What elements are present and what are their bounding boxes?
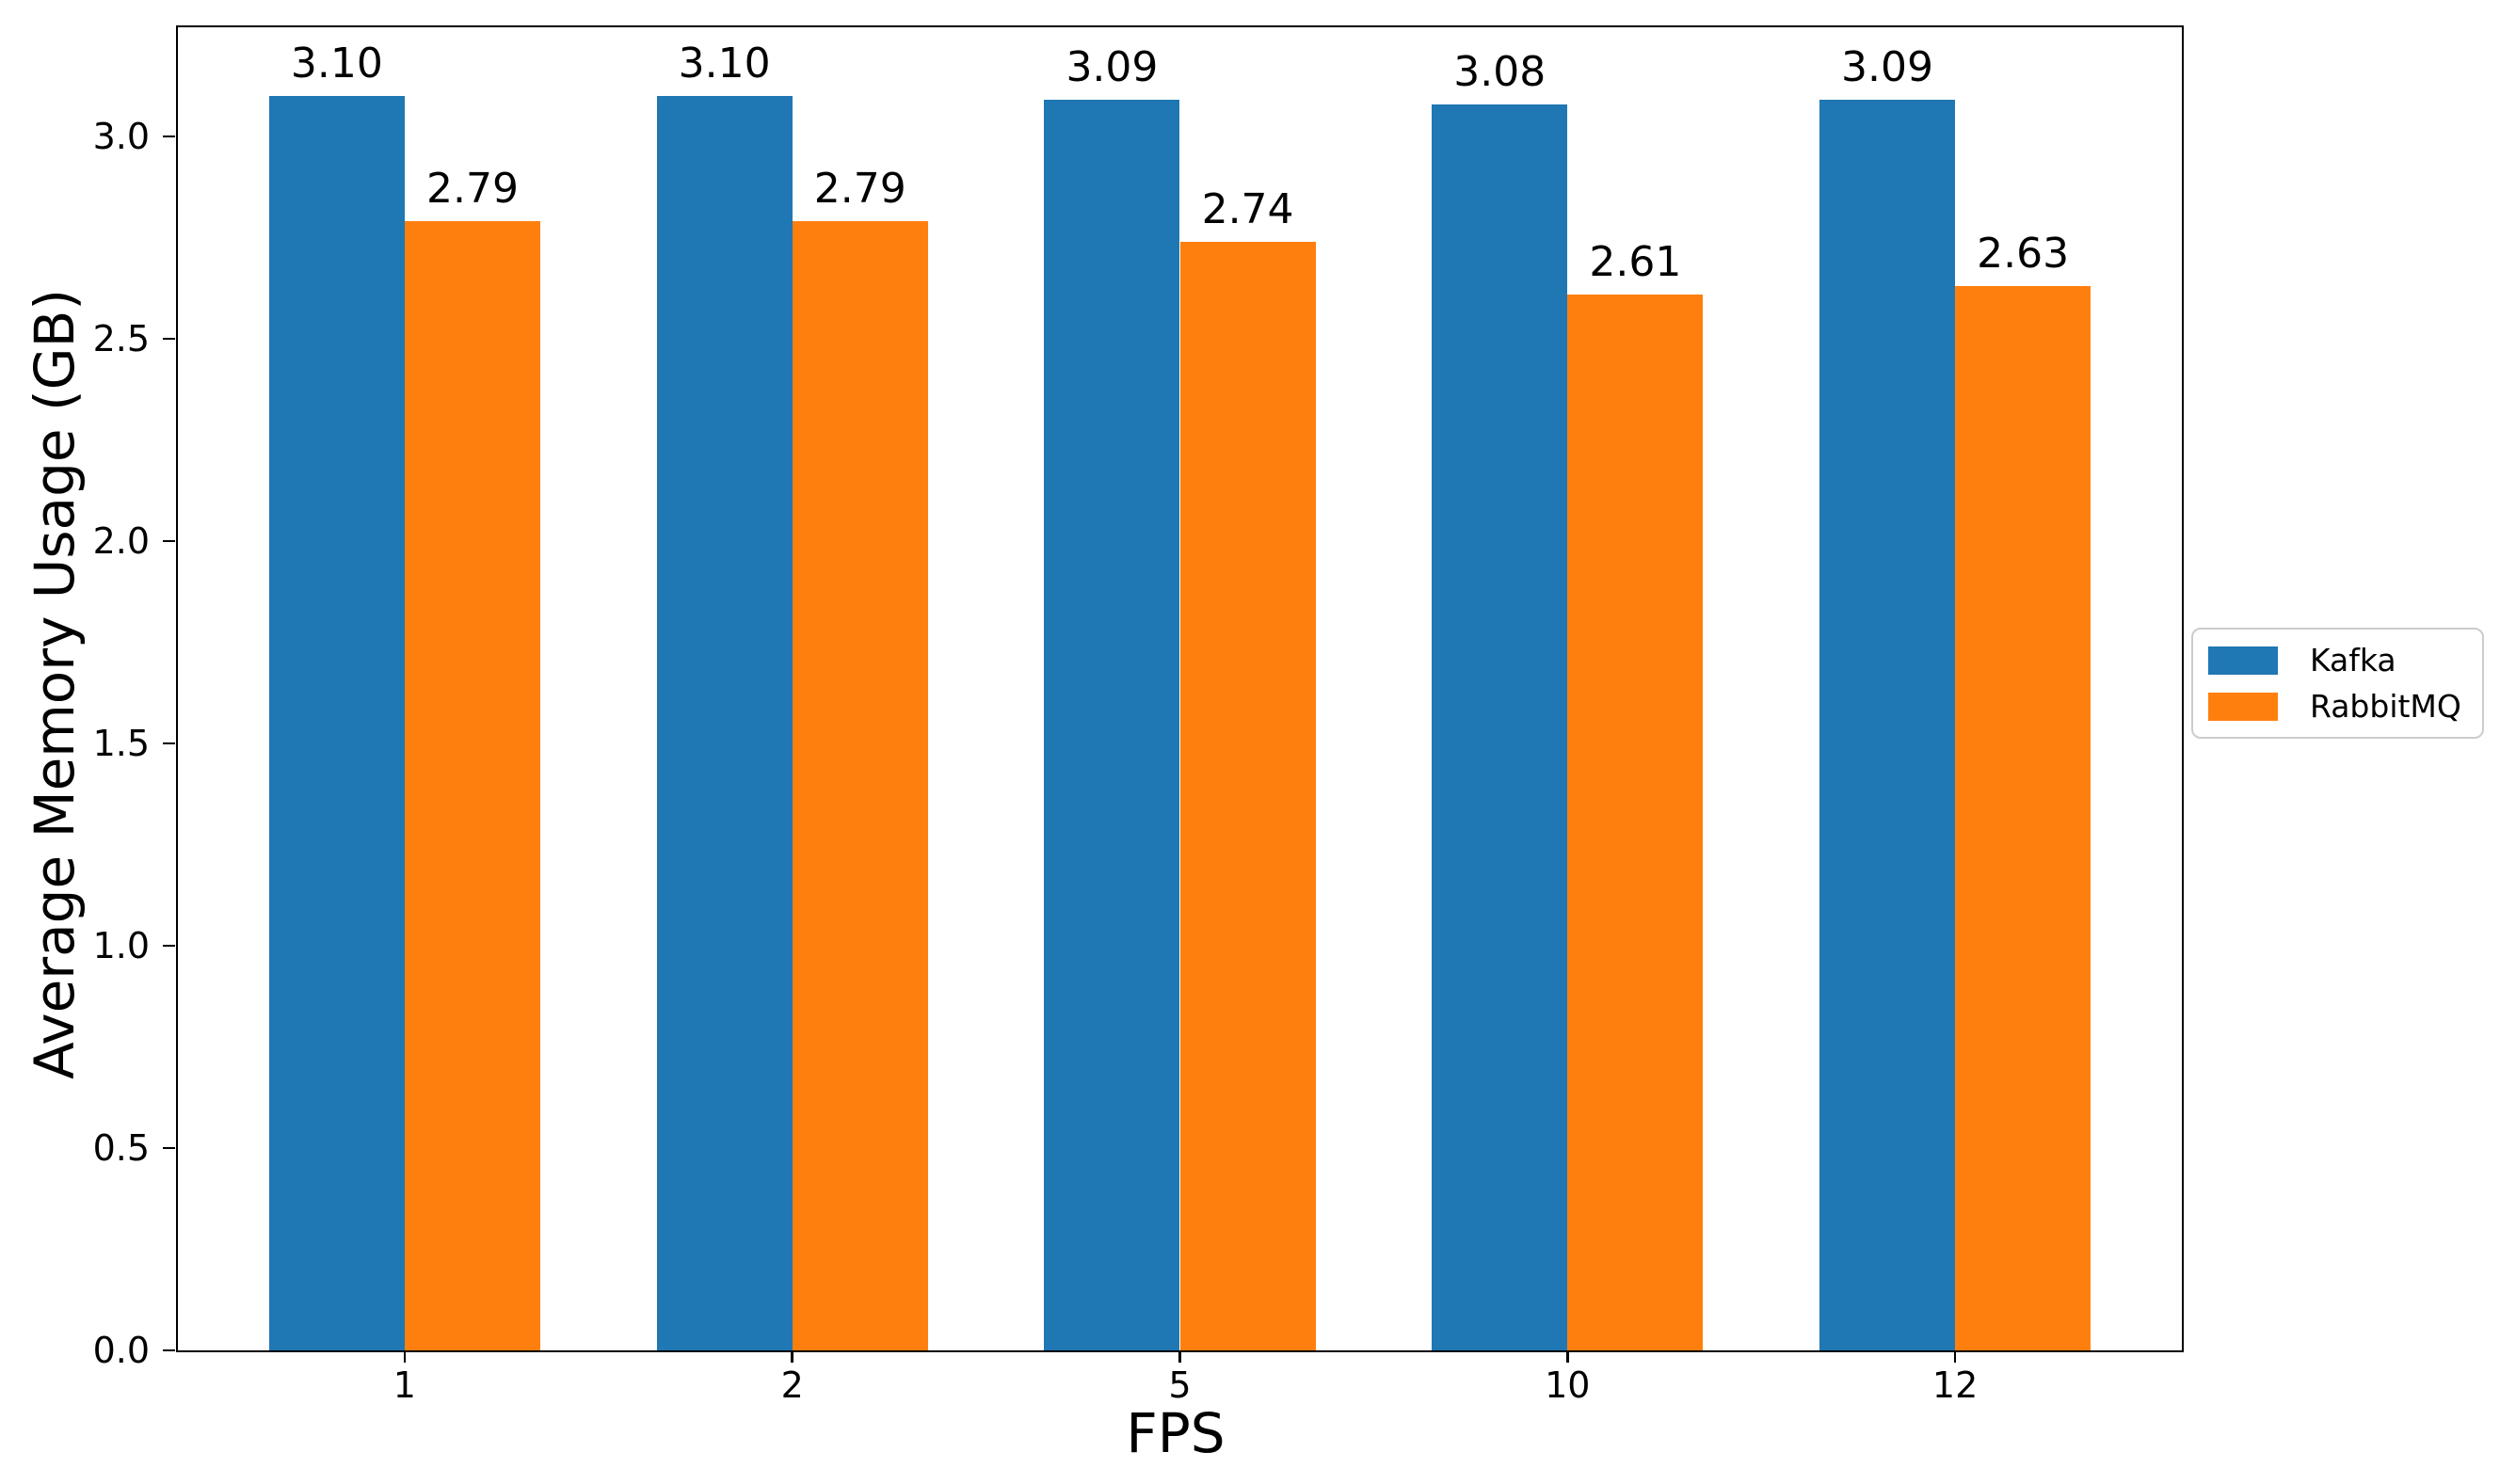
y-tick	[163, 337, 175, 341]
y-tick-label: 3.0	[92, 116, 150, 158]
plot-area: 0.0 0.5 1.0 1.5 2.0 2.5 3.0 1 2 5 10 12 3.10 3.10 3.09…	[93, 25, 2184, 1403]
x-tick-label: 10	[1545, 1364, 1591, 1406]
bar-kafka	[656, 96, 793, 1350]
bar-rabbitmq	[404, 221, 541, 1350]
x-tick-label: 12	[1931, 1364, 1979, 1406]
y-tick-label: 1.5	[92, 723, 150, 765]
bar-value-label: 2.63	[1977, 230, 2070, 279]
x-tick	[1566, 1350, 1569, 1363]
bar-kafka	[1044, 100, 1180, 1350]
y-tick	[163, 135, 175, 138]
rabbitmq-swatch-icon	[2208, 692, 2278, 721]
x-axis-label: FPS	[1126, 1401, 1226, 1465]
x-tick-label: 1	[393, 1364, 416, 1406]
x-tick-label: 2	[780, 1364, 804, 1406]
x-tick	[791, 1350, 793, 1363]
x-tick-label: 5	[1168, 1364, 1192, 1406]
y-tick	[163, 742, 175, 745]
x-tick	[1178, 1350, 1181, 1363]
x-tick	[1953, 1350, 1957, 1363]
y-tick-label: 0.0	[92, 1330, 150, 1371]
y-tick-label: 2.0	[92, 520, 150, 563]
bar-kafka	[268, 96, 405, 1350]
bar-value-label: 2.79	[813, 165, 906, 214]
bar-value-label: 2.61	[1589, 237, 1682, 286]
legend-item-kafka: Kafka	[2208, 645, 2461, 676]
legend-label-kafka: Kafka	[2310, 642, 2396, 678]
bar-value-label: 3.10	[290, 40, 383, 88]
bar-value-label: 2.74	[1201, 184, 1294, 233]
y-tick-label: 0.5	[92, 1127, 150, 1169]
bar-value-label: 3.09	[1841, 43, 1934, 92]
y-tick	[163, 1348, 175, 1352]
kafka-swatch-icon	[2208, 646, 2278, 675]
y-tick	[163, 539, 175, 543]
bar-rabbitmq	[1179, 241, 1316, 1350]
bar-kafka	[1819, 100, 1956, 1350]
y-tick	[163, 1146, 175, 1150]
bar-kafka	[1432, 104, 1568, 1350]
bar-value-label: 3.10	[678, 40, 771, 88]
bar-rabbitmq	[792, 221, 928, 1350]
bar-rabbitmq	[1955, 286, 2091, 1350]
legend-item-rabbitmq: RabbitMQ	[2208, 691, 2461, 722]
y-tick	[163, 944, 175, 948]
y-tick-label: 2.5	[92, 318, 150, 360]
bar-value-label: 2.79	[425, 165, 519, 214]
bar-value-label: 3.08	[1453, 47, 1546, 96]
y-tick-label: 1.0	[92, 925, 150, 967]
legend-label-rabbitmq: RabbitMQ	[2310, 688, 2461, 725]
legend: Kafka RabbitMQ	[2191, 628, 2484, 739]
y-axis-label: Average Memory Usage (GB)	[23, 288, 87, 1080]
bar-rabbitmq	[1567, 294, 1704, 1350]
x-tick	[403, 1350, 407, 1363]
bar-value-label: 3.09	[1066, 43, 1159, 92]
